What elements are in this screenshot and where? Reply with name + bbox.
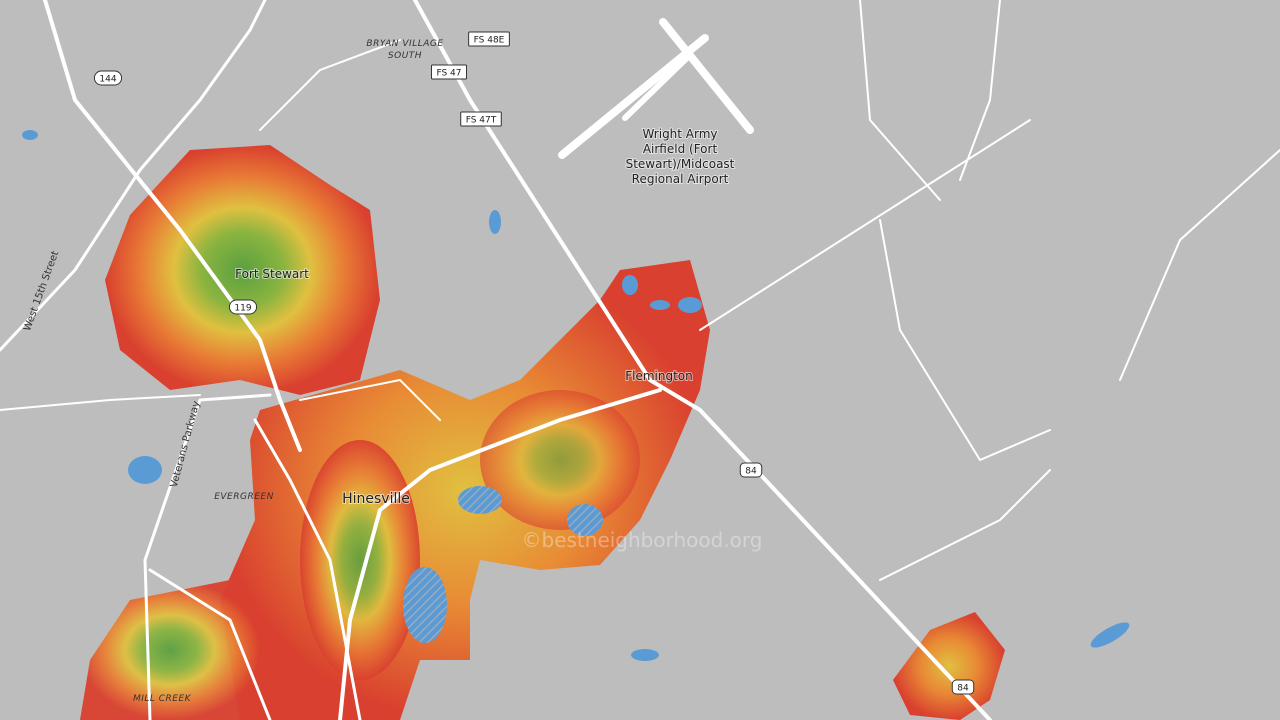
road-shield: FS 47 [430,64,468,80]
shield-label: FS 47T [466,116,497,126]
neighborhood-label: EVERGREEN [214,492,274,502]
airport-label: Regional Airport [632,172,729,186]
road-shield: FS 48E [468,31,510,47]
road-shield: 84 [739,462,763,478]
shield-box [460,111,502,127]
shield-box [468,31,510,47]
shield-box [739,462,763,478]
place-label: Hinesville [342,491,410,507]
heatmap [80,145,1005,720]
shield-label: FS 48E [474,36,505,46]
shield-label: 84 [957,684,969,694]
road-label: Veterans Parkway [169,400,203,489]
shield-label: FS 47 [436,69,461,79]
airport-label: Airfield (Fort [643,142,718,156]
watermark: ©bestneighborhood.org [522,528,763,552]
shield-label: 84 [745,467,757,477]
neighborhood-label: BRYAN VILLAGE [366,39,443,49]
shield-label: 119 [234,304,251,314]
water [22,130,1130,661]
shields: FS 48E FS 47 FS 47T 144 119 84 84 [93,31,975,695]
road-shield: 84 [951,679,975,695]
road-shield: 119 [228,299,258,315]
place-label: Fort Stewart [235,267,309,281]
shield-box [951,679,975,695]
shield-box [228,299,258,315]
shield-box [430,64,468,80]
road-shield: FS 47T [460,111,502,127]
airport-label: Wright Army [642,127,717,141]
neighborhood-label: SOUTH [388,51,422,61]
shield-label: 144 [99,75,116,85]
labels: Fort Stewart Flemington Hinesville Wrigh… [22,39,762,704]
place-label: Flemington [625,369,693,383]
airport-label: Stewart)/Midcoast [626,157,735,171]
neighborhood-label: MILL CREEK [133,694,192,704]
road-shield: 144 [93,70,123,86]
shield-box [93,70,123,86]
